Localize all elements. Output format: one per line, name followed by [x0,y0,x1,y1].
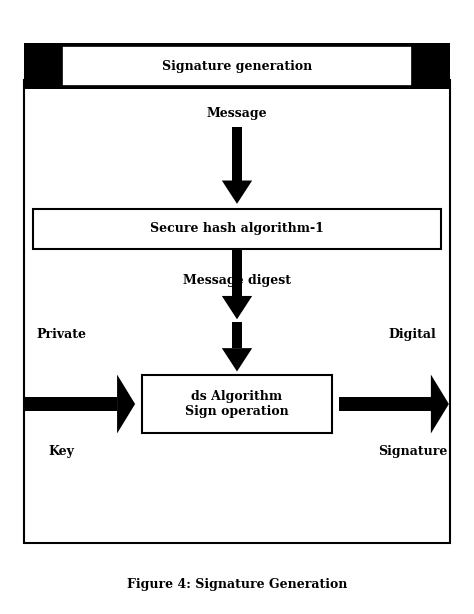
Bar [24,43,450,89]
Polygon shape [222,348,252,371]
Bar [33,209,441,249]
Polygon shape [117,375,135,433]
Text: Signature generation: Signature generation [162,60,312,72]
Text: Signature: Signature [378,445,447,458]
Text: Message digest: Message digest [183,274,291,287]
Bar [232,127,242,181]
Polygon shape [431,375,449,433]
Bar [232,250,242,296]
Polygon shape [222,296,252,319]
Bar [142,375,332,433]
Polygon shape [222,181,252,204]
Bar [62,46,412,86]
Text: Message: Message [207,107,267,120]
Text: Private: Private [36,328,87,341]
Bar [24,80,450,543]
Bar [232,322,242,348]
Text: ds Algorithm
Sign operation: ds Algorithm Sign operation [185,390,289,418]
Text: Secure hash algorithm-1: Secure hash algorithm-1 [150,222,324,235]
Text: Digital: Digital [389,328,436,341]
Bar [25,397,117,411]
Text: Figure 4: Signature Generation: Figure 4: Signature Generation [127,578,347,591]
Bar [339,397,431,411]
Text: Key: Key [49,445,74,458]
